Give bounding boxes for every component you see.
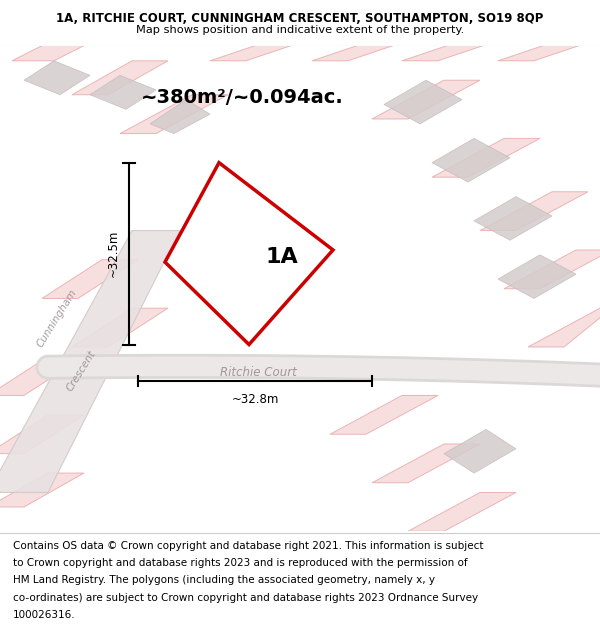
Polygon shape bbox=[0, 357, 84, 396]
Polygon shape bbox=[402, 36, 510, 61]
Polygon shape bbox=[480, 192, 588, 231]
Polygon shape bbox=[150, 99, 210, 134]
Text: to Crown copyright and database rights 2023 and is reproduced with the permissio: to Crown copyright and database rights 2… bbox=[13, 558, 468, 568]
Polygon shape bbox=[432, 138, 510, 182]
Polygon shape bbox=[0, 231, 180, 492]
Text: 100026316.: 100026316. bbox=[13, 610, 76, 620]
Polygon shape bbox=[330, 396, 438, 434]
Polygon shape bbox=[12, 36, 102, 61]
Polygon shape bbox=[210, 36, 318, 61]
Text: co-ordinates) are subject to Crown copyright and database rights 2023 Ordnance S: co-ordinates) are subject to Crown copyr… bbox=[13, 592, 478, 602]
Text: 1A, RITCHIE COURT, CUNNINGHAM CRESCENT, SOUTHAMPTON, SO19 8QP: 1A, RITCHIE COURT, CUNNINGHAM CRESCENT, … bbox=[56, 11, 544, 24]
Text: Crescent: Crescent bbox=[65, 349, 97, 393]
Polygon shape bbox=[120, 95, 228, 134]
Polygon shape bbox=[90, 76, 156, 109]
Polygon shape bbox=[42, 259, 138, 299]
Polygon shape bbox=[0, 415, 84, 454]
Polygon shape bbox=[372, 444, 480, 483]
Text: HM Land Registry. The polygons (including the associated geometry, namely x, y: HM Land Registry. The polygons (includin… bbox=[13, 575, 435, 585]
Text: 1A: 1A bbox=[266, 248, 298, 268]
Polygon shape bbox=[498, 36, 600, 61]
Polygon shape bbox=[165, 162, 333, 344]
Text: Ritchie Court: Ritchie Court bbox=[220, 366, 296, 379]
Polygon shape bbox=[372, 80, 480, 119]
Polygon shape bbox=[504, 250, 600, 289]
Text: ~32.5m: ~32.5m bbox=[106, 230, 119, 278]
Polygon shape bbox=[498, 255, 576, 299]
Polygon shape bbox=[444, 429, 516, 473]
Text: Contains OS data © Crown copyright and database right 2021. This information is : Contains OS data © Crown copyright and d… bbox=[13, 541, 484, 551]
Text: ~380m²/~0.094ac.: ~380m²/~0.094ac. bbox=[141, 88, 344, 107]
Text: Map shows position and indicative extent of the property.: Map shows position and indicative extent… bbox=[136, 24, 464, 34]
Text: Cunningham: Cunningham bbox=[35, 287, 79, 349]
Polygon shape bbox=[72, 308, 168, 347]
Polygon shape bbox=[432, 138, 540, 178]
Polygon shape bbox=[408, 492, 516, 531]
Polygon shape bbox=[384, 80, 462, 124]
Polygon shape bbox=[474, 197, 552, 240]
Text: ~32.8m: ~32.8m bbox=[232, 393, 278, 406]
Polygon shape bbox=[312, 36, 420, 61]
Polygon shape bbox=[24, 61, 90, 95]
Polygon shape bbox=[72, 61, 168, 95]
Polygon shape bbox=[0, 473, 84, 507]
Polygon shape bbox=[528, 308, 600, 347]
